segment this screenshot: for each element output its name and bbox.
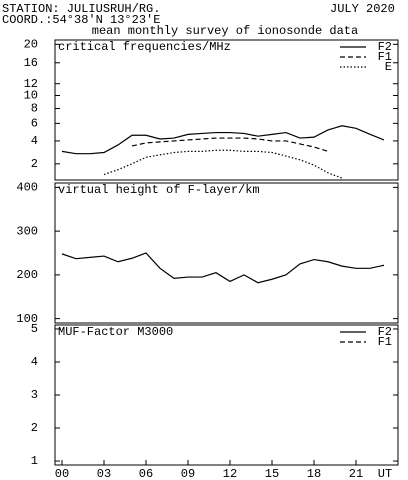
x-tick-label: 12	[223, 467, 237, 480]
panel-title: MUF-Factor M3000	[58, 325, 173, 339]
series-line	[131, 137, 329, 152]
coord: COORD.:54°38'N 13°23'E	[2, 13, 160, 27]
y-tick-label: 100	[16, 312, 38, 326]
x-tick-label: 03	[97, 467, 111, 480]
y-tick-label: 6	[31, 117, 38, 131]
y-tick-label: 300	[16, 224, 38, 238]
subtitle: mean monthly survey of ionosonde data	[92, 24, 358, 38]
y-tick-label: 4	[31, 355, 38, 369]
x-axis-label: UT	[378, 467, 392, 480]
panel-title: critical frequencies/MHz	[58, 40, 231, 54]
series-line	[61, 252, 385, 284]
y-tick-label: 400	[16, 181, 38, 195]
x-tick-label: 00	[55, 467, 69, 480]
x-tick-label: 06	[139, 467, 153, 480]
legend-label: F1	[378, 335, 392, 349]
legend-label: F2	[378, 325, 392, 339]
panel-title: virtual height of F-layer/km	[58, 183, 260, 197]
plot-frame	[54, 39, 399, 181]
legend-label: E	[385, 60, 392, 74]
legend-label: F2	[378, 40, 392, 54]
x-tick-label: 09	[181, 467, 195, 480]
y-tick-label: 3	[31, 388, 38, 402]
y-tick-label: 2	[31, 421, 38, 435]
y-tick-label: 5	[31, 322, 38, 336]
x-tick-label: 15	[265, 467, 279, 480]
y-tick-label: 1	[31, 454, 38, 468]
y-tick-label: 4	[31, 134, 38, 148]
y-tick-label: 2	[31, 157, 38, 171]
y-tick-label: 20	[24, 37, 38, 51]
x-tick-label: 18	[307, 467, 321, 480]
y-tick-label: 8	[31, 102, 38, 116]
y-tick-label: 200	[16, 268, 38, 282]
station: STATION: JULIUSRUH/RG.	[2, 2, 160, 16]
legend-label: F1	[378, 50, 392, 64]
date: JULY 2020	[330, 2, 395, 16]
y-tick-label: 12	[24, 77, 38, 91]
series-line	[103, 149, 343, 179]
y-tick-label: 10	[24, 89, 38, 103]
plot-frame	[54, 182, 399, 324]
x-tick-label: 21	[349, 467, 363, 480]
series-line	[61, 125, 385, 155]
y-tick-label: 16	[24, 56, 38, 70]
plot-frame	[54, 324, 399, 466]
